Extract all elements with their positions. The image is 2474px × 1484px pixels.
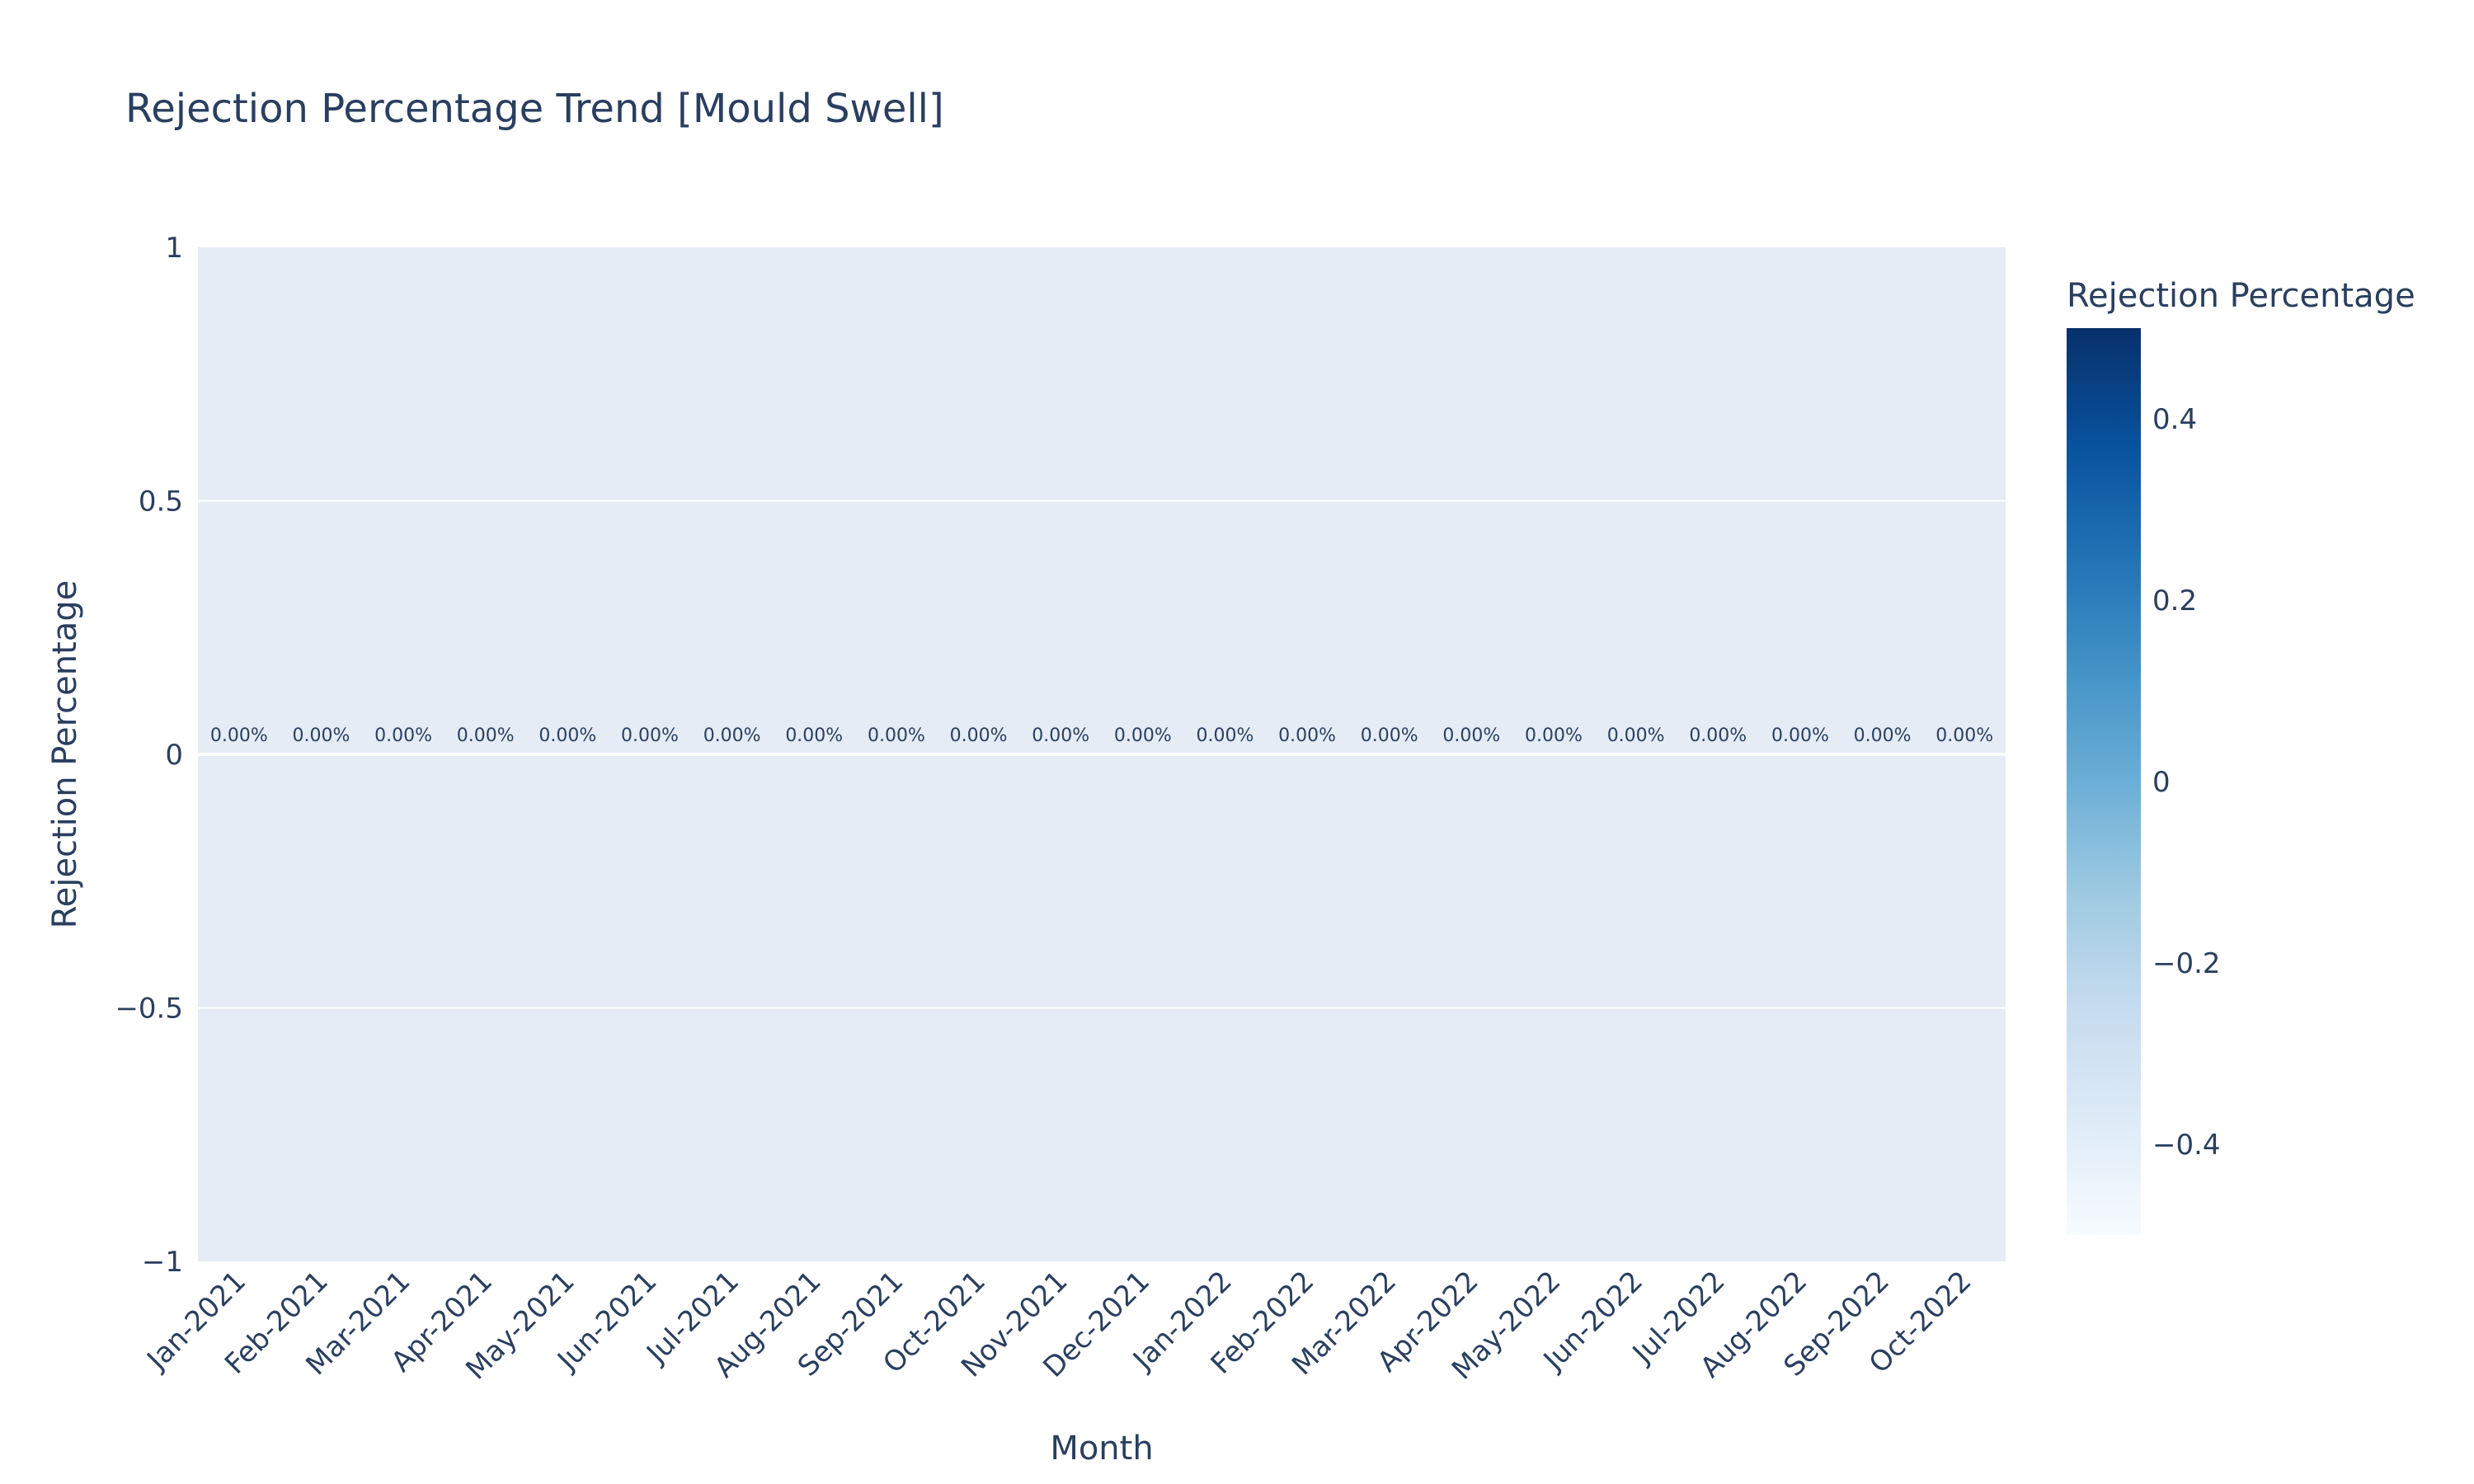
colorbar-tick-label: −0.2 [2152,947,2221,980]
y-tick-label: 0 [165,739,183,772]
bar-data-label: 0.00% [950,726,1008,746]
bar-data-label: 0.00% [621,726,679,746]
bar-data-label: 0.00% [703,726,761,746]
bar-data-label: 0.00% [1607,726,1665,746]
colorbar-tick-label: 0.2 [2152,585,2197,618]
bar-data-label: 0.00% [210,726,268,746]
bar-data-label: 0.00% [1032,726,1089,746]
colorbar-tick-label: 0 [2152,766,2171,799]
colorbar: Rejection Percentage 0.4 0.2 0 −0.2 −0.4 [2067,277,2415,1235]
grid-lines [198,500,2006,1009]
bar-data-label: 0.00% [1442,726,1500,746]
y-axis-title: Rejection Percentage [46,580,84,929]
bar-data-label: 0.00% [1278,726,1336,746]
colorbar-ticks: 0.4 0.2 0 −0.2 −0.4 [2152,403,2221,1162]
bar-data-label: 0.00% [457,726,515,746]
x-axis-ticks: Jan-2021Feb-2021Mar-2021Apr-2021May-2021… [140,1265,1978,1386]
bar-data-label: 0.00% [1197,726,1254,746]
y-tick-label: 1 [165,232,183,265]
bar-data-label: 0.00% [1935,726,1993,746]
bar-data-label: 0.00% [1361,726,1418,746]
bar-data-label: 0.00% [374,726,432,746]
y-axis-ticks: 1 0.5 0 −0.5 −1 [115,232,183,1279]
bar-data-label: 0.00% [1114,726,1172,746]
colorbar-gradient [2067,328,2141,1235]
bar-data-label: 0.00% [868,726,925,746]
colorbar-tick-label: −0.4 [2152,1129,2221,1162]
bar-labels: 0.00% 0.00% 0.00% 0.00% 0.00% 0.00% 0.00% 0.00%… [210,726,1993,746]
y-tick-label: −0.5 [115,993,183,1026]
bar-data-label: 0.00% [1771,726,1829,746]
bar-data-label: 0.00% [785,726,843,746]
bar-data-label: 0.00% [1525,726,1583,746]
bar-data-label: 0.00% [1854,726,1912,746]
bar-data-label: 0.00% [539,726,596,746]
bar-data-label: 0.00% [293,726,350,746]
x-axis-title: Month [1050,1430,1153,1468]
colorbar-tick-label: 0.4 [2152,403,2197,436]
chart-title: Rejection Percentage Trend [Mould Swell] [125,86,944,132]
bar-data-label: 0.00% [1689,726,1747,746]
y-tick-label: −1 [142,1246,183,1279]
y-tick-label: 0.5 [139,486,183,519]
colorbar-title: Rejection Percentage [2067,277,2415,315]
